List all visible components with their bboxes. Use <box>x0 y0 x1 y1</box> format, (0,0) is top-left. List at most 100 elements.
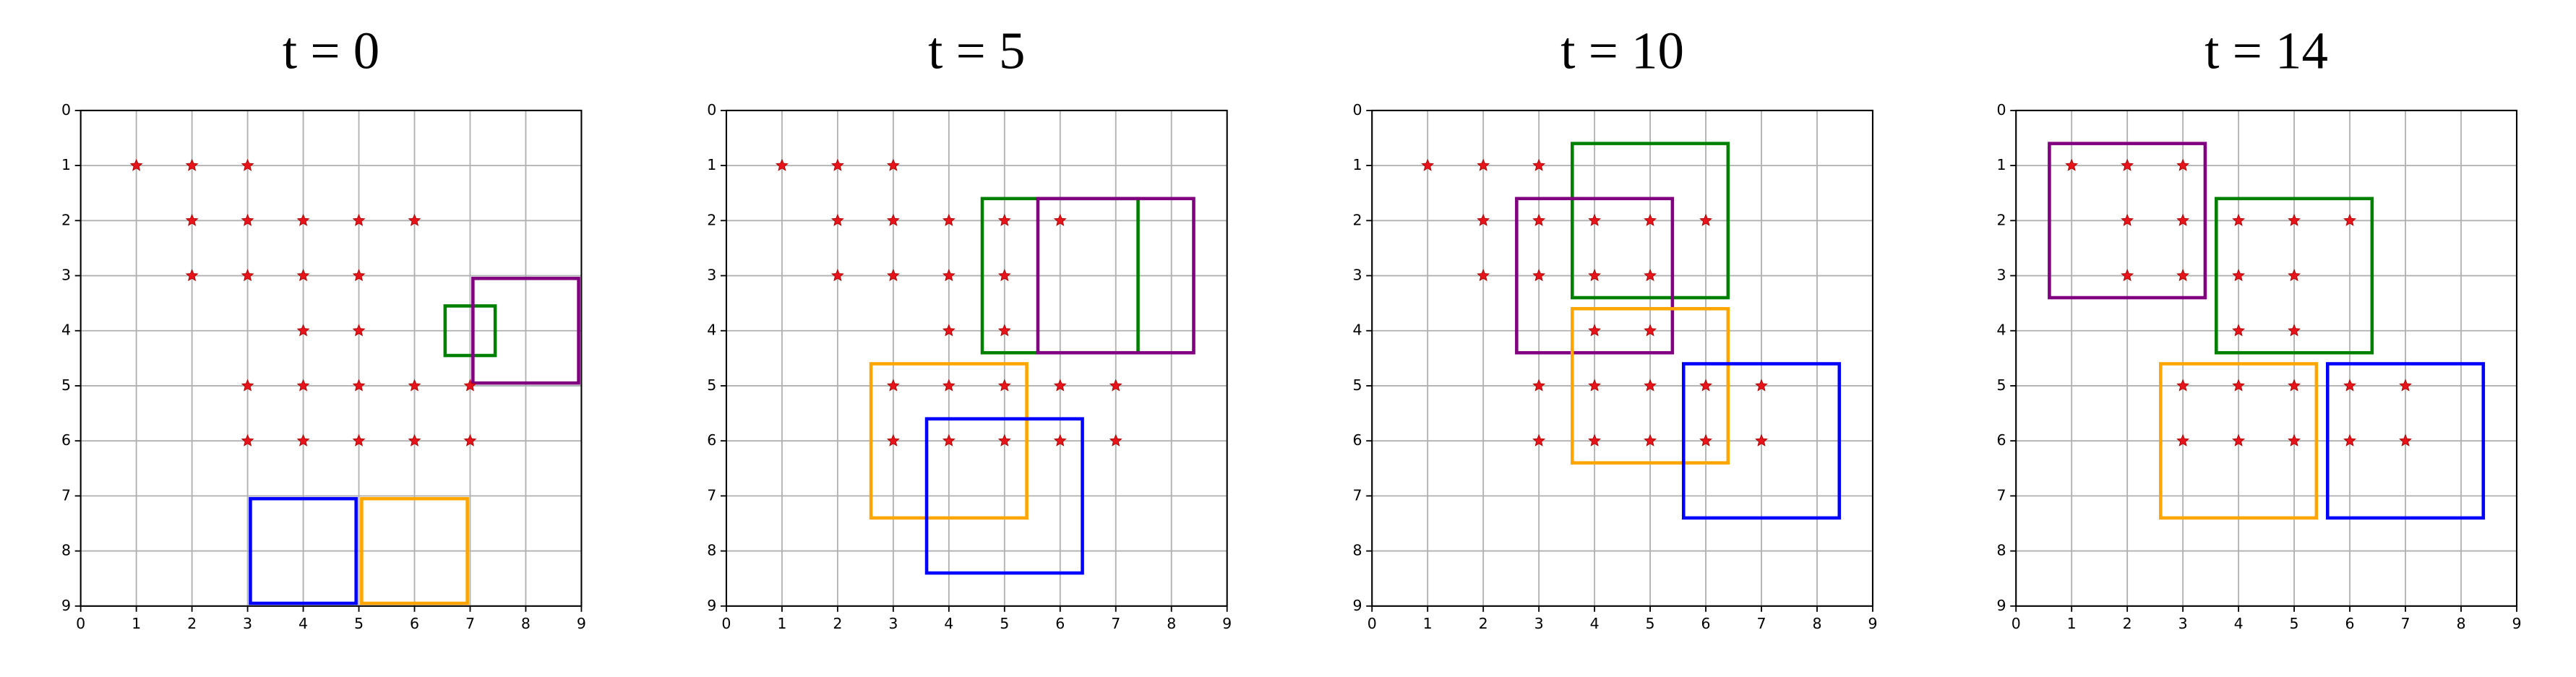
star-point <box>1699 213 1712 226</box>
y-tick-label: 9 <box>707 597 716 614</box>
star-point <box>2343 434 2356 447</box>
star-point <box>942 324 956 337</box>
x-tick-label: 3 <box>1534 615 1544 632</box>
star-point <box>1532 213 1546 226</box>
star-point <box>886 269 900 282</box>
star-point <box>352 379 366 392</box>
star-point <box>2399 379 2412 392</box>
y-tick-label: 0 <box>707 101 716 118</box>
box <box>360 496 469 605</box>
y-tick-label: 1 <box>61 156 71 173</box>
x-tick-label: 4 <box>944 615 953 632</box>
star-point <box>2065 158 2079 171</box>
star-point <box>408 434 421 447</box>
y-tick-label: 9 <box>1996 597 2006 614</box>
star-point <box>1588 324 1602 337</box>
y-tick-label: 3 <box>61 267 71 284</box>
star-point <box>296 434 310 447</box>
star-point <box>241 158 254 171</box>
star-point <box>2288 434 2301 447</box>
star-point <box>463 434 477 447</box>
y-tick-label: 5 <box>1996 376 2006 394</box>
x-tick-label: 7 <box>465 615 475 632</box>
star-point <box>296 213 310 226</box>
star-point <box>408 379 421 392</box>
star-point <box>1588 379 1602 392</box>
star-point <box>2176 213 2190 226</box>
chart-title: t = 10 <box>1560 21 1684 79</box>
star-point <box>408 213 421 226</box>
y-tick-label: 8 <box>1996 542 2006 559</box>
x-tick-label: 2 <box>2123 615 2132 632</box>
x-tick-label: 3 <box>243 615 252 632</box>
y-tick-label: 6 <box>1996 431 2006 449</box>
star-point <box>2288 213 2301 226</box>
star-point <box>1477 269 1490 282</box>
y-tick-label: 2 <box>707 211 716 228</box>
x-tick-label: 9 <box>577 615 586 632</box>
box <box>2215 197 2374 355</box>
x-tick-label: 7 <box>1756 615 1766 632</box>
star-point <box>2121 269 2134 282</box>
star-point <box>2288 269 2301 282</box>
star-point <box>241 213 254 226</box>
star-point <box>775 158 789 171</box>
y-tick-label: 2 <box>1996 211 2006 228</box>
x-tick-label: 6 <box>410 615 419 632</box>
x-tick-label: 5 <box>1000 615 1009 632</box>
x-tick-label: 2 <box>1479 615 1488 632</box>
star-point <box>1532 158 1546 171</box>
y-tick-label: 1 <box>707 156 716 173</box>
star-point <box>1755 379 1768 392</box>
star-point <box>1477 158 1490 171</box>
box <box>869 362 1029 520</box>
star-point <box>129 158 143 171</box>
y-tick-label: 0 <box>1352 101 1362 118</box>
star-point <box>1053 379 1067 392</box>
star-point <box>352 269 366 282</box>
y-tick-label: 6 <box>1352 431 1362 449</box>
star-point <box>241 269 254 282</box>
axes-frame <box>1371 109 1873 607</box>
x-tick-label: 6 <box>2345 615 2355 632</box>
y-tick-label: 5 <box>1352 376 1362 394</box>
x-tick-label: 8 <box>521 615 531 632</box>
y-tick-label: 4 <box>707 322 716 339</box>
star-point <box>2176 158 2190 171</box>
x-tick-label: 0 <box>721 615 731 632</box>
y-tick-label: 7 <box>61 486 71 504</box>
star-point <box>1532 269 1546 282</box>
x-tick-label: 1 <box>2067 615 2077 632</box>
box <box>249 496 358 605</box>
x-tick-label: 9 <box>1222 615 1232 632</box>
x-tick-label: 8 <box>1812 615 1821 632</box>
star-point <box>1109 379 1122 392</box>
y-tick-label: 0 <box>1996 101 2006 118</box>
x-tick-label: 2 <box>833 615 842 632</box>
y-tick-label: 1 <box>1996 156 2006 173</box>
x-tick-label: 1 <box>777 615 786 632</box>
star-point <box>2176 434 2190 447</box>
star-point <box>1532 434 1546 447</box>
box <box>1036 197 1195 355</box>
x-tick-label: 9 <box>2512 615 2521 632</box>
star-point <box>2176 379 2190 392</box>
star-point <box>886 434 900 447</box>
star-point <box>2343 213 2356 226</box>
star-point <box>830 213 844 226</box>
x-tick-label: 0 <box>1368 615 1377 632</box>
star-point <box>1644 324 1657 337</box>
y-tick-label: 5 <box>707 376 716 394</box>
star-point <box>241 379 254 392</box>
star-point <box>942 379 956 392</box>
star-point <box>241 434 254 447</box>
star-point <box>2288 324 2301 337</box>
x-tick-label: 7 <box>2400 615 2410 632</box>
star-point <box>1421 158 1435 171</box>
star-point <box>2232 213 2246 226</box>
box <box>1571 142 1730 300</box>
x-tick-label: 8 <box>2456 615 2465 632</box>
star-point <box>2399 434 2412 447</box>
y-tick-label: 6 <box>61 431 71 449</box>
star-point <box>997 213 1011 226</box>
